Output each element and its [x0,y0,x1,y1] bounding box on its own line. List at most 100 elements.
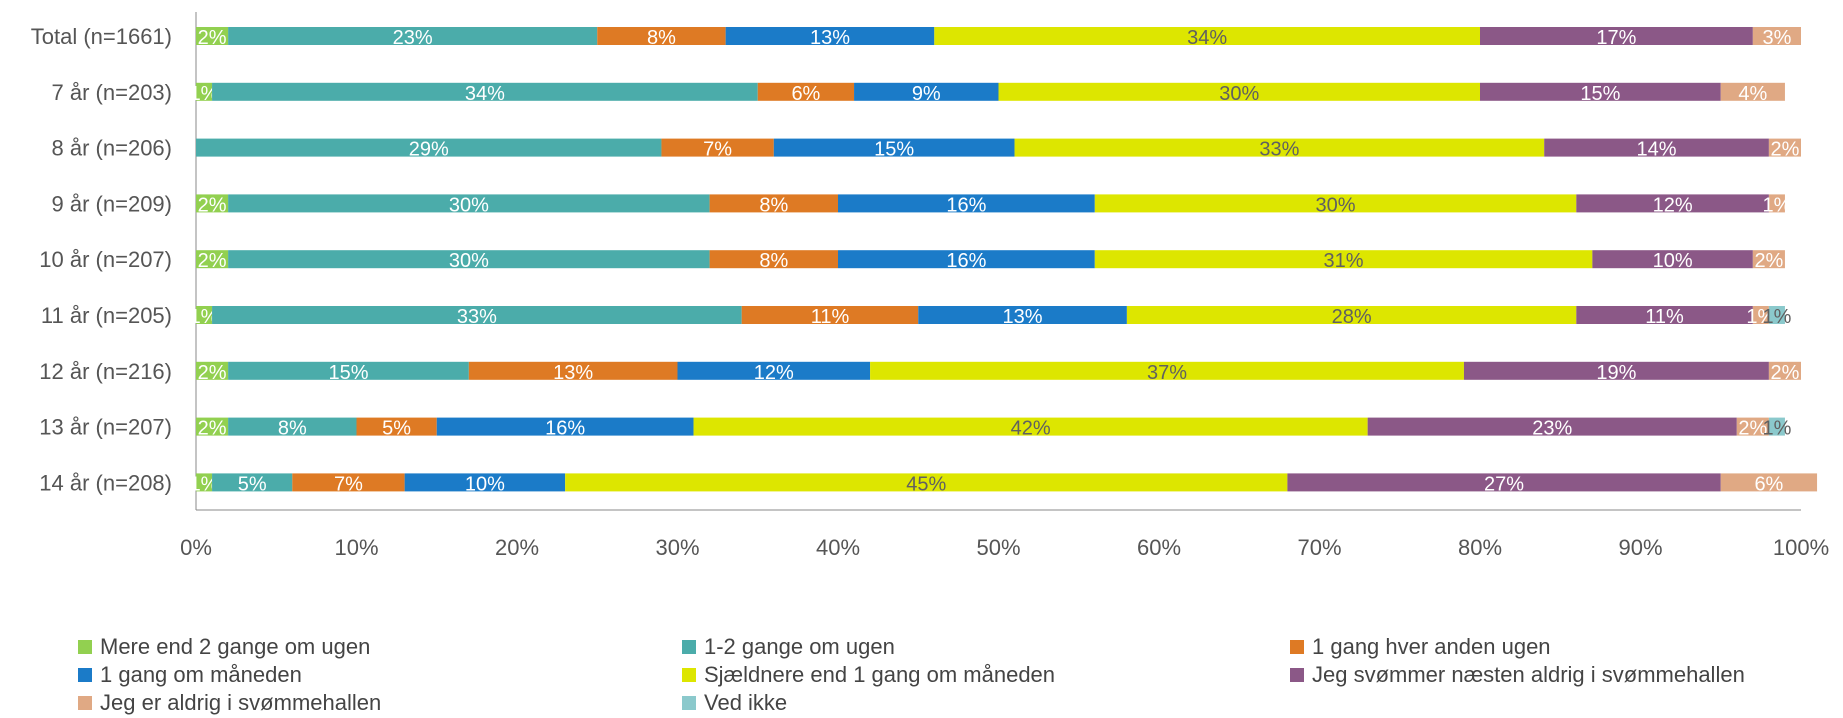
legend-label: Mere end 2 gange om ugen [100,634,371,659]
bar-segment [1768,194,1785,213]
x-tick-label: 10% [334,535,378,560]
bar-segment [196,138,662,157]
data-label: 5% [238,473,267,495]
bar-segment [1752,306,1769,324]
bar-segment [228,417,357,436]
data-label: 30% [1219,83,1259,105]
data-label: 15% [328,362,368,384]
x-tick-label: 20% [495,535,539,560]
bar-segment [1752,27,1801,45]
data-label: 9% [912,83,941,105]
data-label: 2% [1754,250,1783,272]
legend-label: Jeg er aldrig i svømmehallen [100,690,382,715]
legend-item: 1 gang hver anden ugen [1290,634,1551,660]
x-tick-label: 100% [1773,535,1829,560]
legend-label: 1 gang om måneden [100,662,302,687]
x-tick-label: 90% [1618,535,1662,560]
bar-segment [1592,250,1753,269]
bar-segment [212,473,293,492]
data-label: 27% [1484,473,1524,495]
bar-segment [228,27,598,45]
bar-segment [196,306,213,324]
bar-segment [1768,138,1801,157]
data-label: 11% [1645,306,1684,328]
data-label: 1% [190,306,219,328]
data-label: 16% [946,194,986,216]
data-label: 29% [409,139,449,161]
data-label: 17% [1596,27,1636,49]
data-label: 4% [1738,83,1767,105]
bar-segment [1768,417,1785,436]
data-label: 1% [190,473,219,495]
bar-segment [1094,194,1577,213]
legend-item: Jeg svømmer næsten aldrig i svømmehallen [1290,662,1745,688]
data-label: 42% [1011,418,1051,440]
bar-segment [1480,27,1753,45]
bar-segment [228,250,710,269]
bar-segment [196,361,229,380]
bar-segment [404,473,566,492]
data-label: 1% [1762,194,1791,216]
data-label: 1% [1762,418,1791,440]
data-label: 30% [449,250,489,272]
x-tick-label: 30% [655,535,699,560]
bar-segment [1480,82,1721,101]
data-label: 1% [190,83,219,105]
data-label: 7% [334,473,363,495]
data-label: 5% [382,418,411,440]
data-label: 2% [198,362,227,384]
bar-segment [1094,250,1593,269]
data-label: 30% [1316,194,1356,216]
bar-segment [757,82,855,101]
bar-segment [212,306,742,324]
legend-item: Ved ikke [682,690,787,716]
bar-segment [854,82,999,101]
data-label: 34% [1187,27,1227,49]
x-tick-label: 0% [180,535,212,560]
data-label: 30% [449,194,489,216]
data-label: 12% [1653,194,1693,216]
legend-item: Jeg er aldrig i svømmehallen [78,690,381,716]
data-label: 28% [1332,306,1372,328]
legend-swatch [78,668,92,682]
data-label: 10% [465,473,505,495]
bar-segment [196,473,213,492]
data-label: 31% [1324,250,1364,272]
bar-segment [228,361,469,380]
data-label: 2% [198,27,227,49]
bar-segment [1287,473,1721,492]
bar-segment [693,417,1368,436]
legend-item: 1-2 gange om ugen [682,634,895,660]
legend-swatch [78,696,92,710]
data-label: 16% [946,250,986,272]
data-label: 1% [1762,306,1791,328]
legend-label: Ved ikke [704,690,788,715]
bar-segment [709,194,838,213]
bar-segment [1768,306,1785,324]
bar-segment [1576,194,1769,213]
bar-segment [356,417,437,436]
data-label: 2% [198,194,227,216]
data-label: 14% [1637,139,1677,161]
bar-segment [196,250,229,269]
bar-segment [934,27,1480,45]
category-label: 12 år (n=216) [39,359,172,384]
bar-segment [1544,138,1769,157]
data-label: 7% [703,139,732,161]
bar-segment [725,27,935,45]
bar-segment [741,306,919,324]
data-label: 19% [1596,362,1636,384]
x-tick-label: 40% [816,535,860,560]
x-tick-label: 70% [1297,535,1341,560]
bar-segment [597,27,726,45]
bar-segment [292,473,405,492]
data-label: 13% [553,362,593,384]
bar-segment [196,417,229,436]
legend-swatch [682,640,696,654]
bar-segment [838,250,1095,269]
bar-segment [709,250,838,269]
bar-segment [998,82,1480,101]
bar-segment [1720,473,1818,492]
data-label: 33% [457,306,497,328]
bar-segment [1720,82,1785,101]
